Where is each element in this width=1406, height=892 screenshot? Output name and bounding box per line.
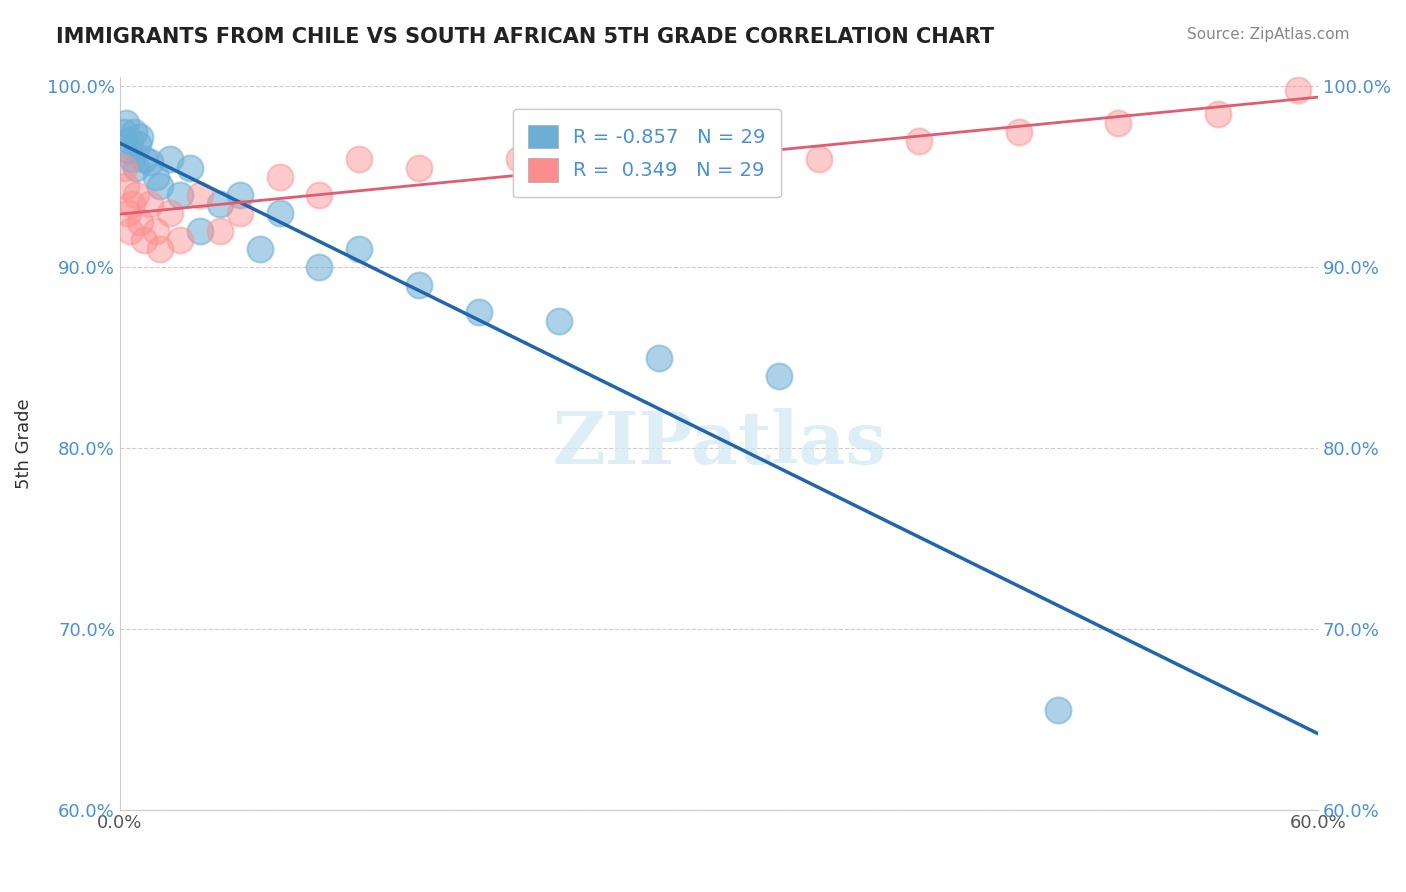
Point (408, 161, 430, 175)
Point (208, 224, 231, 238)
Text: IMMIGRANTS FROM CHILE VS SOUTH AFRICAN 5TH GRADE CORRELATION CHART: IMMIGRANTS FROM CHILE VS SOUTH AFRICAN 5… (56, 27, 994, 46)
Point (349, 242, 371, 256)
Point (118, 134, 141, 148)
Point (269, 206, 291, 220)
Point (648, 351, 671, 365)
Point (1107, 115, 1129, 129)
Y-axis label: 5th Grade: 5th Grade (15, 398, 32, 489)
Point (121, 152, 143, 166)
Point (188, 188, 211, 202)
Point (907, 134, 929, 148)
Point (145, 169, 167, 184)
Point (125, 188, 148, 202)
Point (121, 197, 143, 211)
Point (548, 314, 571, 328)
Point (112, 125, 135, 139)
Point (114, 178, 136, 193)
Point (118, 224, 141, 238)
Text: ZIPatlas: ZIPatlas (553, 408, 886, 479)
Point (1286, 83, 1309, 97)
Point (169, 233, 191, 247)
Point (308, 260, 330, 275)
Point (132, 233, 155, 247)
Point (145, 224, 167, 238)
Point (308, 188, 330, 202)
Point (208, 197, 231, 211)
Point (128, 215, 150, 229)
Point (228, 188, 250, 202)
Point (228, 206, 250, 220)
Point (807, 152, 830, 166)
Point (159, 152, 181, 166)
Point (122, 125, 145, 139)
Point (707, 143, 730, 157)
Point (112, 161, 135, 175)
Point (607, 155, 630, 169)
Point (169, 188, 191, 202)
Point (508, 152, 530, 166)
Point (117, 143, 139, 157)
Point (249, 242, 271, 256)
Point (408, 278, 430, 293)
Text: Source: ZipAtlas.com: Source: ZipAtlas.com (1187, 27, 1350, 42)
Point (188, 224, 211, 238)
Point (159, 206, 181, 220)
Point (149, 178, 172, 193)
Point (117, 206, 139, 220)
Point (179, 161, 201, 175)
Point (125, 161, 148, 175)
Point (1047, 703, 1070, 717)
Point (269, 169, 291, 184)
Point (1206, 106, 1229, 120)
Point (128, 130, 150, 145)
Point (132, 152, 155, 166)
Point (768, 368, 790, 383)
Legend: R = -0.857   N = 29, R =  0.349   N = 29: R = -0.857 N = 29, R = 0.349 N = 29 (513, 109, 782, 197)
Point (1007, 125, 1029, 139)
Point (114, 115, 136, 129)
Point (349, 152, 371, 166)
Point (149, 242, 172, 256)
Point (468, 305, 491, 319)
Point (138, 155, 160, 169)
Point (127, 137, 149, 152)
Point (138, 197, 160, 211)
